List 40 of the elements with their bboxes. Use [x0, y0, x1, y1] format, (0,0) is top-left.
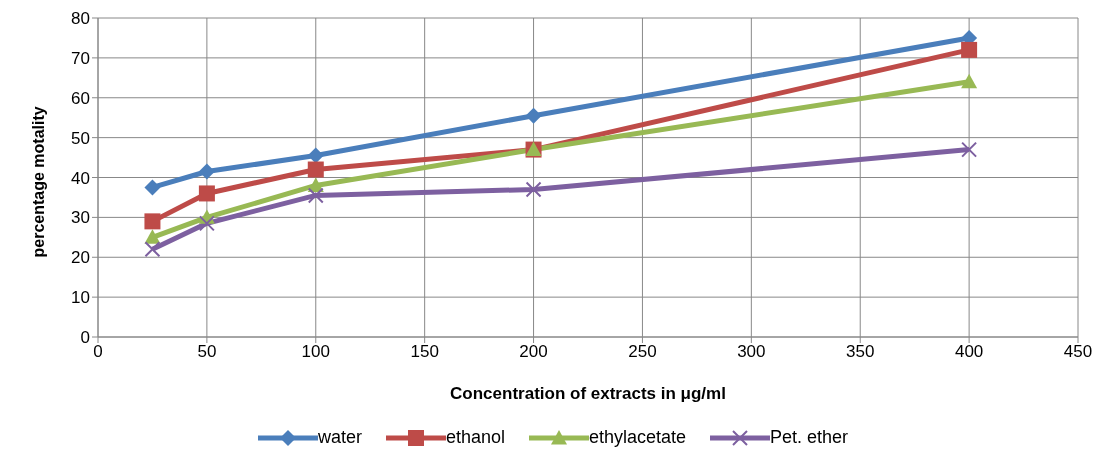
legend-label: water — [317, 427, 362, 448]
x-tick-label: 50 — [197, 342, 217, 362]
point — [961, 141, 978, 158]
point — [144, 241, 161, 258]
x-tick-label: 150 — [410, 342, 439, 362]
y-axis-title: percentage motality — [29, 106, 47, 258]
x-tick-label: 0 — [93, 342, 103, 362]
x-tick-label: 400 — [954, 342, 984, 362]
point — [307, 187, 324, 204]
point — [307, 147, 324, 164]
point — [198, 163, 215, 180]
y-tick-label: 70 — [71, 48, 90, 68]
x-tick-label: 250 — [628, 342, 657, 362]
point — [144, 179, 161, 196]
point — [198, 185, 215, 202]
y-tick-label: 50 — [71, 128, 90, 148]
point — [144, 229, 161, 244]
x-tick-label: 450 — [1063, 342, 1093, 362]
x-tick-label: 100 — [301, 342, 330, 362]
point — [144, 213, 161, 230]
y-tick-label: 0 — [80, 328, 90, 348]
x-tick-label: 300 — [737, 342, 766, 362]
point — [307, 161, 324, 178]
legend-label: ethylacetate — [588, 427, 687, 448]
y-tick-label: 60 — [71, 88, 90, 108]
point — [525, 107, 542, 124]
y-tick-label: 10 — [71, 288, 90, 308]
legend-label: Pet. ether — [770, 427, 849, 448]
y-tick-label: 80 — [71, 9, 90, 29]
y-tick-label: 20 — [71, 248, 90, 268]
point — [961, 73, 978, 89]
point — [198, 215, 215, 232]
x-tick-label: 350 — [846, 342, 875, 362]
y-tick-label: 30 — [71, 208, 90, 228]
x-axis-title: Concentration of extracts in μg/ml — [450, 384, 726, 403]
y-tick-label: 40 — [71, 168, 90, 188]
x-tick-label: 200 — [519, 342, 548, 362]
point — [961, 41, 978, 58]
point — [525, 181, 542, 198]
legend-label: ethanol — [445, 427, 505, 448]
